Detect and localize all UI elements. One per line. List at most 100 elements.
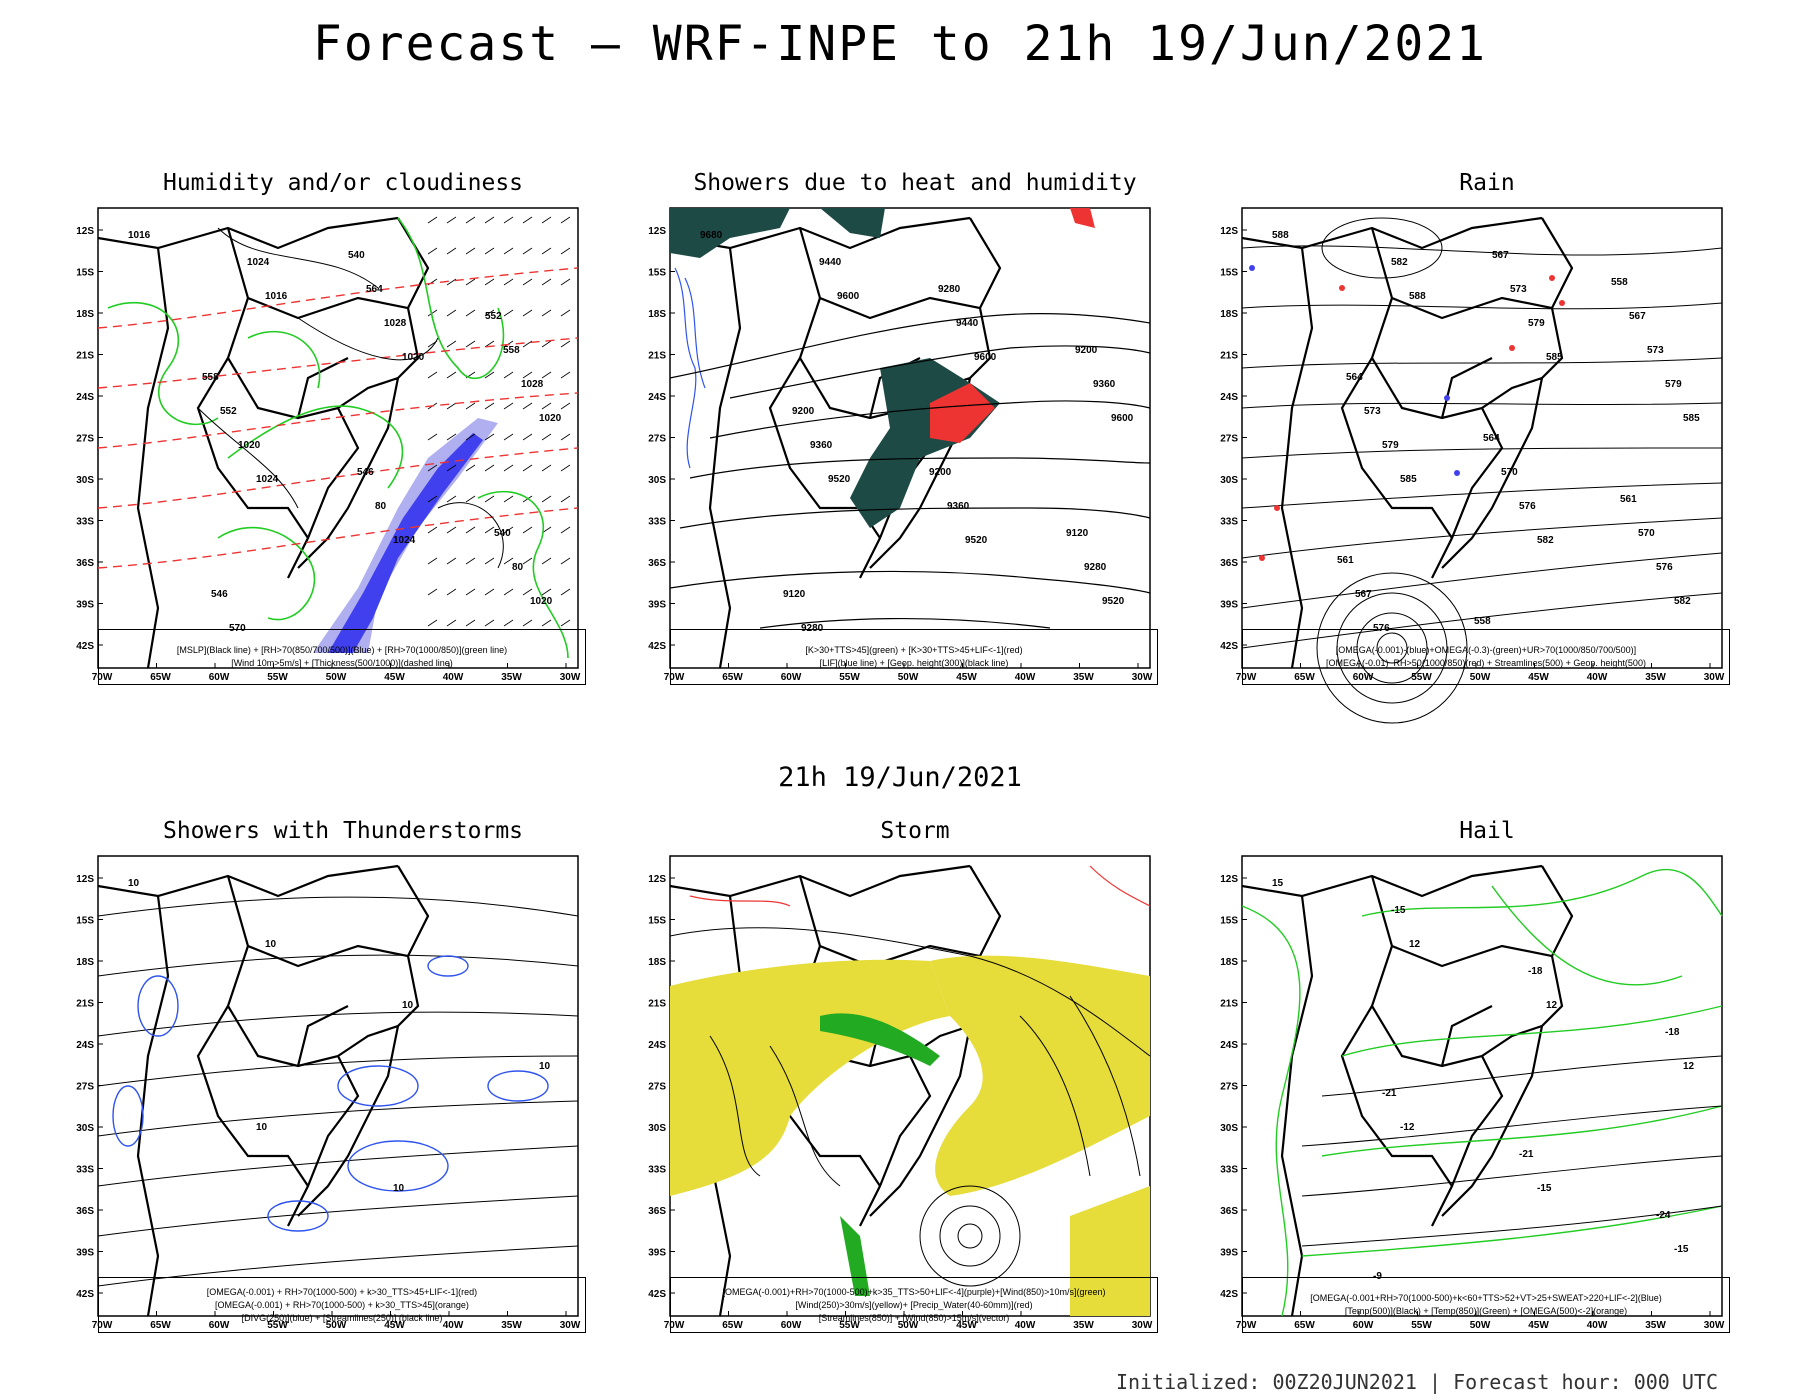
contour-label: 10 [265,939,277,950]
map-showers-heat: 12S 15S 18S 21S 24S 27S 30S 33S 36S 39S 42S 70W 65W 6… [648,207,1153,683]
lon-tick-label: 40W [1015,672,1036,683]
contour-label: 561 [1337,555,1354,566]
lat-tick-label: 30S [648,1123,666,1134]
contour-label: 573 [1510,284,1527,295]
lon-tick-label: 30W [560,1320,581,1331]
streamlines-850 [669,927,1151,1287]
contour-label: 9440 [956,318,979,329]
lat-tick-label: 15S [76,268,94,279]
init-footer: Initialized: 00Z20JUN2021 | Forecast hou… [1115,1370,1718,1394]
contour-label: 558 [1474,616,1491,627]
contour-label: 9120 [783,589,806,600]
teal-region-ne [820,208,885,238]
lat-tick-label: 36S [648,558,666,569]
wind-vectors [427,216,571,627]
lon-tick-label: 50W [898,1320,919,1331]
contour-label: 570 [1638,528,1655,539]
contour-label: 12 [1409,939,1421,950]
contour-label: 9600 [974,352,997,363]
contour-label: -24 [1656,1210,1671,1221]
lat-tick-label: 18S [1220,309,1238,320]
lon-tick-label: 30W [560,672,581,683]
lon-tick-label: 70W [664,1320,685,1331]
contour-label: 1020 [402,352,425,363]
contour-label: 585 [1400,474,1417,485]
contour-label: 576 [1656,562,1673,573]
contour-label: -12 [1400,1122,1415,1133]
jet-yellow-east [930,955,1150,1196]
contour-label: 9520 [1102,596,1125,607]
teal-region-north [670,208,790,258]
lon-tick-label: 40W [1587,672,1608,683]
contour-label: 579 [1528,318,1545,329]
legend-showers-heat: [K>30+TTS>45](green) + [K>30+TTS>45+LIF<… [670,629,1158,685]
contour-label: 558 [1611,277,1628,288]
contour-label: 9360 [1093,379,1116,390]
low-pressure-rings [1316,217,1468,724]
lon-tick-label: 35W [1073,1320,1094,1331]
contour-label: 1028 [384,318,407,329]
contour-label: 9360 [947,501,970,512]
lat-tick-label: 12S [76,874,94,885]
wind-green [820,1013,940,1066]
lat-tick-label: 24S [1220,392,1238,403]
lon-tick-label: 60W [781,1320,802,1331]
contour-label: 588 [1409,291,1426,302]
contour-label: 1028 [521,379,544,390]
contour-label: 10 [393,1183,405,1194]
lon-tick-label: 30W [1704,1320,1725,1331]
contour-label: -15 [1391,905,1406,916]
lon-tick-label: 65W [1294,1320,1315,1331]
lon-tick-label: 35W [1073,672,1094,683]
lon-tick-label: 50W [1470,1320,1491,1331]
lat-tick-label: 33S [76,1165,94,1176]
streamlines-250 [97,896,579,1287]
lat-tick-label: 24S [76,1040,94,1051]
country-borders [97,864,430,1317]
contour-label: 585 [1546,352,1563,363]
lon-tick-label: 45W [384,1320,405,1331]
country-borders [1241,216,1574,669]
panel-title: Showers with Thunderstorms [162,818,524,844]
contour-label: -9 [1373,1271,1382,1282]
contour-label: -18 [1665,1027,1680,1038]
lat-tick-label: 36S [1220,1206,1238,1217]
lat-tick-label: 42S [648,641,666,652]
contour-label: 579 [1382,440,1399,451]
lat-tick-label: 33S [648,517,666,528]
panel-title: Storm [880,818,950,844]
lat-tick-label: 21S [76,351,94,362]
lon-tick-label: 55W [267,1320,288,1331]
lon-tick-label: 70W [1236,1320,1257,1331]
lat-tick-label: 21S [1220,351,1238,362]
contour-label: 1024 [256,474,279,485]
lat-tick-label: 18S [1220,957,1238,968]
thickness-dashed-lines [97,267,579,569]
lat-tick-label: 21S [1220,999,1238,1010]
contour-label: 582 [1674,596,1691,607]
contour-label: 9600 [837,291,860,302]
teal-region-south [850,358,1000,528]
contour-labels: 588 588 585 585 585 582 582 582 579 579 579 576 576 5… [1272,230,1700,634]
red-region [930,383,995,443]
lat-tick-label: 42S [76,1289,94,1300]
map-humidity: 12S 15S 18S 21S 24S 27S 30S 33S 36S 39S 42S 70W 65W 6… [76,207,581,683]
lon-tick-label: 65W [722,672,743,683]
lat-tick-label: 27S [76,434,94,445]
contour-label: 564 [1483,433,1500,444]
lat-tick-label: 33S [76,517,94,528]
lon-tick-label: 55W [839,1320,860,1331]
lat-tick-label: 27S [1220,434,1238,445]
contour-label: -15 [1537,1183,1552,1194]
map-thunderstorms: 12S 15S 18S 21S 24S 27S 30S 33S 36S 39S 42S 70W 65W 6… [76,855,581,1331]
contour-label: 15 [1272,878,1284,889]
lat-tick-label: 18S [648,957,666,968]
contour-label: 558 [202,372,219,383]
contour-label: 1016 [265,291,288,302]
lon-tick-label: 60W [1353,1320,1374,1331]
legend-rain: [OMEGA(-0.001)-(blue)+OMEGA(-0.3)-(green… [1242,629,1730,685]
contour-labels: 9680 9600 9600 9600 9520 9520 9520 9440 9440 9360… [700,230,1134,634]
contour-label: 9200 [929,467,952,478]
panel-title: Rain [1459,170,1515,196]
lat-tick-label: 12S [1220,226,1238,237]
